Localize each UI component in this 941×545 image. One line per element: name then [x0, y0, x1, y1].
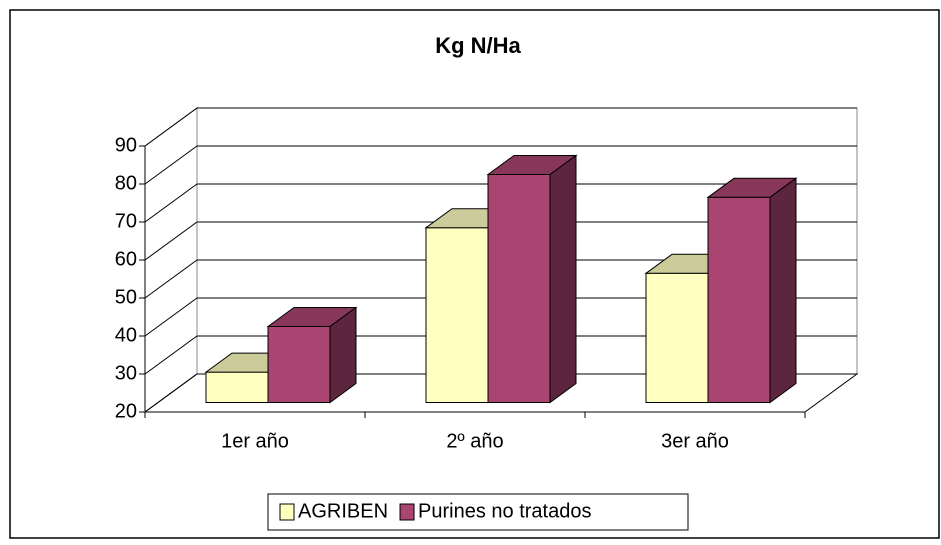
bar-front: [267, 326, 331, 403]
bar-front: [205, 371, 269, 403]
grid-line: [144, 145, 857, 185]
legend-swatch: [279, 503, 295, 521]
y-tick-label: 20: [115, 400, 137, 422]
x-tick-label: 2º año: [446, 430, 503, 452]
legend-box: [267, 493, 689, 531]
grid-line: [144, 107, 857, 147]
bar: [486, 154, 578, 404]
y-tick-label: 40: [115, 324, 137, 346]
y-tick-label: 80: [115, 172, 137, 194]
chart-title: Kg N/Ha: [435, 33, 521, 58]
legend-swatch: [399, 503, 415, 521]
grid-line: [144, 259, 857, 299]
y-tick-label: 30: [115, 362, 137, 384]
bar-side: [329, 306, 357, 404]
bar-side: [769, 177, 797, 404]
x-tick-label: 3er año: [661, 430, 729, 452]
bar-side: [549, 154, 577, 404]
y-tick-label: 60: [115, 248, 137, 270]
grid-line: [144, 335, 857, 375]
bar: [266, 306, 358, 404]
grid-line: [144, 183, 857, 223]
bar-front: [645, 272, 709, 403]
grid-line: [144, 221, 857, 261]
y-tick-label: 50: [115, 286, 137, 308]
bar-front: [487, 174, 551, 403]
bar-front: [707, 196, 771, 403]
grid-line: [144, 297, 857, 337]
grid-line: [144, 373, 857, 413]
y-tick-label: 70: [115, 210, 137, 232]
bar: [706, 177, 798, 404]
side-wall: [144, 107, 198, 413]
legend-label: Purines no tratados: [418, 500, 591, 522]
x-tick-label: 1er año: [221, 430, 289, 452]
legend-label: AGRIBEN: [298, 500, 388, 522]
y-tick-label: 90: [115, 134, 137, 156]
bar-front: [425, 227, 489, 403]
